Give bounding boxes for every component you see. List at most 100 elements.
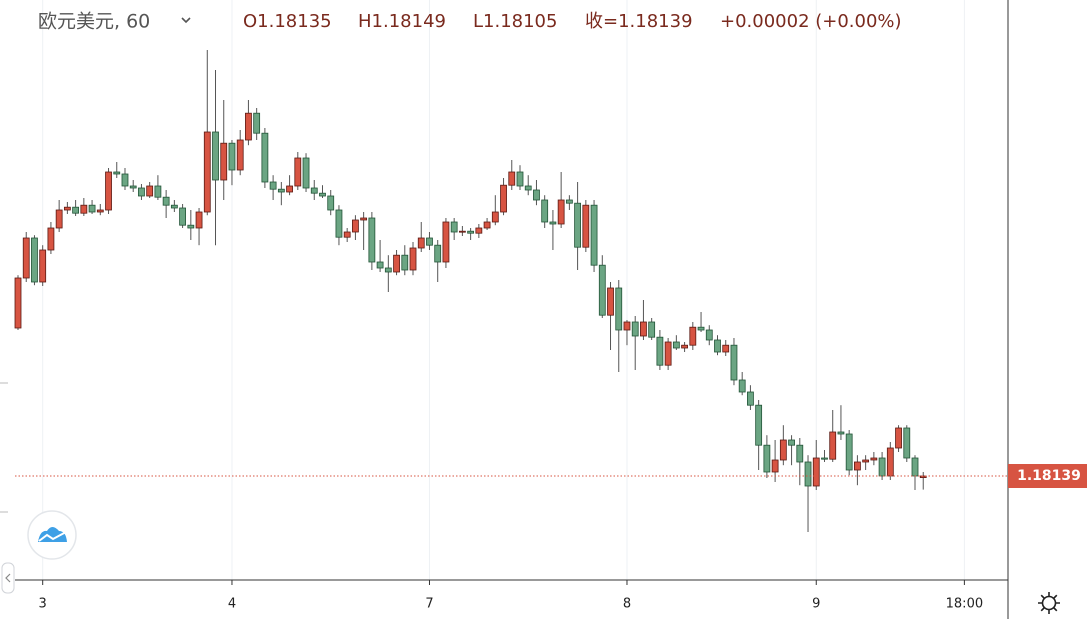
candle-body xyxy=(533,189,540,201)
candle-body xyxy=(187,224,195,229)
candle-body xyxy=(557,199,565,225)
candle-body xyxy=(714,339,721,353)
candle-body xyxy=(672,341,680,349)
candle-body xyxy=(55,209,63,229)
candle-body xyxy=(179,207,186,226)
candle-body xyxy=(705,329,713,341)
candle-body xyxy=(516,171,524,187)
x-tick-label: 4 xyxy=(228,597,236,612)
candle-body xyxy=(631,321,639,337)
candle-body xyxy=(319,192,326,197)
symbol-chevron[interactable] xyxy=(181,17,191,24)
candle-body xyxy=(129,185,137,189)
candle-body xyxy=(763,444,771,473)
candle-body xyxy=(524,185,532,191)
candle-body xyxy=(261,132,269,183)
candle-body xyxy=(821,457,828,460)
candle-body xyxy=(483,221,491,229)
candle-body xyxy=(582,204,590,248)
candle-body xyxy=(327,195,335,211)
candle-body xyxy=(895,427,902,449)
candle-body xyxy=(294,157,302,187)
candle-body xyxy=(138,187,145,197)
candle-body xyxy=(31,237,38,283)
collapse-tab[interactable] xyxy=(1,562,15,594)
candle-body xyxy=(162,196,170,206)
candle-body xyxy=(475,227,483,234)
candle-body xyxy=(245,112,252,141)
candle-body xyxy=(804,461,812,487)
symbol: 欧元美元, 60 xyxy=(38,11,150,33)
candle-body xyxy=(541,199,549,223)
candle-body xyxy=(590,204,598,266)
candle-body xyxy=(426,237,433,246)
candle-body xyxy=(450,221,458,233)
candle-body xyxy=(302,157,310,189)
collapse-tab-box[interactable] xyxy=(1,562,15,594)
candle-body xyxy=(401,254,409,271)
candle-body xyxy=(697,326,705,331)
candle-body xyxy=(549,221,557,225)
candle-body xyxy=(96,209,104,213)
candle-body xyxy=(343,231,351,238)
candle-body xyxy=(146,185,154,197)
candle-body xyxy=(730,344,738,381)
candle-body xyxy=(738,379,746,393)
close-label: 收=1.18139 xyxy=(585,11,693,32)
candle-body xyxy=(664,341,672,366)
x-tick-label: 7 xyxy=(425,597,433,612)
candle-body xyxy=(39,249,47,283)
candle-body xyxy=(105,171,112,211)
candle-body xyxy=(681,344,688,349)
logo[interactable] xyxy=(27,510,77,560)
grid xyxy=(42,0,965,580)
candle-body xyxy=(63,206,71,211)
candle-body xyxy=(771,459,779,473)
candle-body xyxy=(121,173,129,187)
candle-body xyxy=(360,217,368,221)
candle-body xyxy=(854,461,861,471)
candle-body xyxy=(574,202,582,248)
candle-body xyxy=(508,171,516,186)
candle-body xyxy=(903,427,911,459)
candle-body xyxy=(434,244,442,263)
candle-body xyxy=(335,209,343,238)
x-tick-label: 3 xyxy=(39,597,47,612)
settings-gear[interactable] xyxy=(1038,592,1060,614)
candle-body xyxy=(72,206,80,214)
candle-body xyxy=(220,142,228,181)
candle-body xyxy=(442,221,450,263)
logo-wave xyxy=(38,531,67,542)
candle-body xyxy=(565,199,573,204)
candles xyxy=(14,50,927,532)
candle-body xyxy=(812,457,820,487)
candle-body xyxy=(458,230,466,233)
candle-body xyxy=(277,188,285,193)
candle-body xyxy=(491,211,499,223)
candle-body xyxy=(919,475,927,479)
candle-body xyxy=(796,444,804,463)
candle-body xyxy=(393,254,400,273)
candle-body xyxy=(747,391,754,406)
candle-body xyxy=(170,204,178,209)
candle-body xyxy=(409,247,417,271)
candle-body xyxy=(269,181,277,190)
candle-body xyxy=(384,267,392,273)
candle-body xyxy=(352,219,359,233)
candle-body xyxy=(228,142,236,171)
x-tick-label: 9 xyxy=(812,597,820,612)
change-label: +0.00002 (+0.00%) xyxy=(720,11,902,32)
candle-body xyxy=(829,431,837,460)
candle-body xyxy=(22,237,30,279)
candle-body xyxy=(779,439,787,461)
candle-body xyxy=(47,227,55,251)
candle-body xyxy=(88,204,96,213)
candle-body xyxy=(14,277,22,329)
candle-body xyxy=(310,187,318,194)
candle-body xyxy=(656,336,664,366)
high-label: H1.18149 xyxy=(358,11,446,32)
candle-body xyxy=(598,264,606,316)
candle-body xyxy=(467,230,475,234)
collapse-tab-arrow xyxy=(5,573,11,583)
